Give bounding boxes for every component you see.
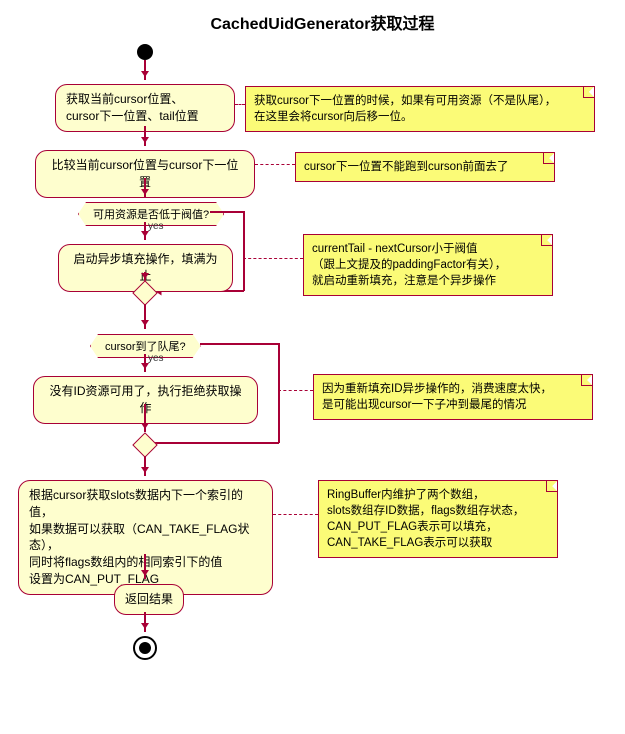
activity-return: 返回结果 xyxy=(114,584,184,615)
yes-label-1: yes xyxy=(148,221,164,232)
note-async: currentTail - nextCursor小于阀值（跟上文提及的paddi… xyxy=(303,234,553,296)
flowchart: 获取当前cursor位置、cursor下一位置、tail位置 获取cursor下… xyxy=(10,44,615,724)
note-compare: cursor下一位置不能跑到curson前面去了 xyxy=(295,152,555,182)
note-cursor-next: 获取cursor下一位置的时候，如果有可用资源（不是队尾），在这里会将curso… xyxy=(245,86,595,132)
end-node xyxy=(133,636,157,660)
diagram-title: CachedUidGenerator获取过程 xyxy=(10,10,625,34)
yes-label-2: yes xyxy=(148,353,164,364)
merge-2 xyxy=(132,432,157,457)
activity-get-cursor: 获取当前cursor位置、cursor下一位置、tail位置 xyxy=(55,84,235,132)
activity-reject: 没有ID资源可用了，执行拒绝获取操作 xyxy=(33,376,258,424)
note-ringbuffer: RingBuffer内维护了两个数组，slots数组存ID数据，flags数组存… xyxy=(318,480,558,558)
note-reject: 因为重新填充ID异步操作的，消费速度太快，是可能出现cursor一下子冲到最尾的… xyxy=(313,374,593,420)
start-node xyxy=(137,44,153,60)
